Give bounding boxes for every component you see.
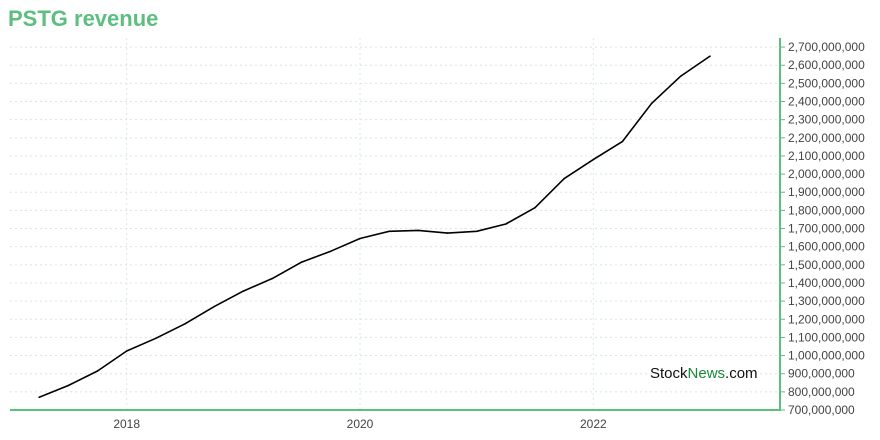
revenue-data-point — [213, 305, 215, 308]
y-ticks: 700,000,000 800,000,000 900,000,000 1,000,0… — [780, 40, 865, 417]
chart-title: PSTG revenue — [8, 6, 159, 31]
y-tick-label: 2,600,000,000 — [788, 58, 865, 72]
revenue-data-point — [67, 384, 70, 387]
revenue-series-line — [38, 55, 711, 399]
revenue-data-point — [475, 230, 478, 233]
revenue-data-point — [330, 250, 332, 253]
series — [38, 55, 711, 399]
revenue-data-point — [96, 370, 99, 372]
revenue-data-point — [534, 206, 536, 209]
revenue-data-point — [563, 177, 565, 180]
y-tick-label: 2,200,000,000 — [788, 131, 865, 145]
y-tick-label: 2,500,000,000 — [788, 76, 865, 90]
y-tick-label: 1,600,000,000 — [788, 240, 865, 254]
watermark-part2: News — [687, 365, 726, 382]
revenue-data-point — [709, 55, 711, 57]
watermark-part1: Stock — [650, 365, 688, 382]
y-tick-label: 1,200,000,000 — [788, 312, 865, 326]
watermark-logo: StockNews.com — [650, 365, 758, 382]
y-tick-label: 2,100,000,000 — [788, 149, 865, 163]
y-tick-label: 1,100,000,000 — [788, 330, 865, 344]
revenue-data-point — [592, 158, 595, 161]
y-tick-label: 2,700,000,000 — [788, 40, 865, 54]
y-tick-label: 900,000,000 — [788, 367, 855, 381]
y-tick-label: 800,000,000 — [788, 385, 855, 399]
revenue-data-point — [621, 140, 624, 143]
y-tick-label: 2,300,000,000 — [788, 113, 865, 127]
revenue-data-point — [388, 230, 390, 233]
x-tick-label: 2020 — [347, 417, 374, 431]
revenue-data-point — [359, 237, 361, 240]
watermark-part3: .com — [725, 365, 758, 382]
revenue-data-point — [680, 75, 682, 77]
x-tick-label: 2022 — [580, 417, 607, 431]
axes — [10, 38, 781, 411]
revenue-data-point — [184, 323, 186, 325]
y-tick-label: 700,000,000 — [788, 403, 855, 417]
x-tick-label: 2018 — [113, 417, 140, 431]
x-ticks: 2018 2020 2022 — [113, 417, 607, 431]
revenue-data-point — [650, 102, 653, 105]
revenue-data-point — [155, 337, 157, 340]
y-tick-label: 1,900,000,000 — [788, 185, 865, 199]
revenue-data-point — [125, 350, 128, 352]
y-tick-label: 2,400,000,000 — [788, 95, 865, 109]
y-tick-label: 1,800,000,000 — [788, 203, 865, 217]
revenue-data-point — [271, 277, 274, 280]
y-tick-label: 1,300,000,000 — [788, 294, 865, 308]
revenue-data-point — [505, 223, 507, 225]
revenue-data-point — [446, 232, 449, 234]
y-tick-label: 1,400,000,000 — [788, 276, 865, 290]
y-tick-label: 1,000,000,000 — [788, 349, 865, 363]
y-tick-label: 2,000,000,000 — [788, 167, 865, 181]
y-tick-label: 1,700,000,000 — [788, 222, 865, 236]
revenue-data-point — [417, 229, 420, 232]
grid — [10, 38, 780, 411]
y-tick-label: 1,500,000,000 — [788, 258, 865, 272]
revenue-data-point — [300, 261, 303, 263]
revenue-data-point — [38, 396, 40, 399]
revenue-data-point — [242, 290, 245, 292]
